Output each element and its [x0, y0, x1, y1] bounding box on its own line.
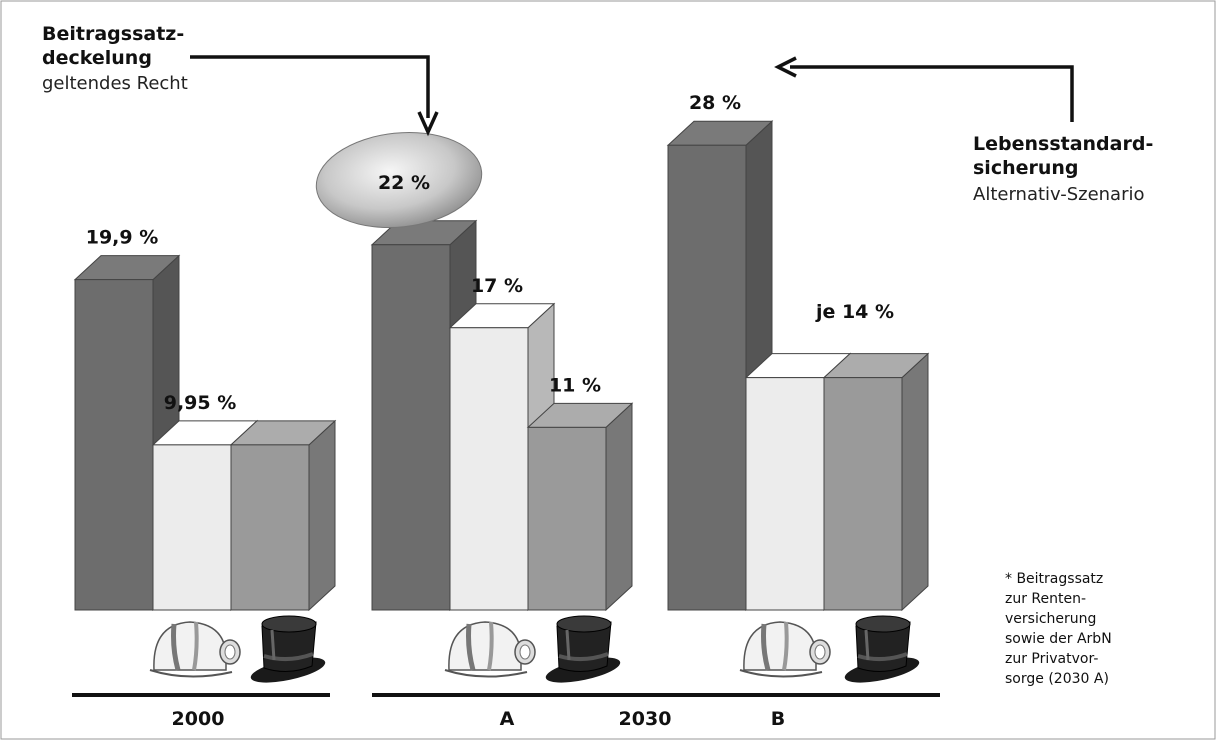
bar-value-label-highlight: 22 % — [378, 172, 430, 194]
bar-front-face — [667, 144, 747, 611]
bars-layer — [73, 120, 930, 612]
cap-arrow-line — [190, 55, 430, 118]
cap-arrow-head — [417, 111, 439, 137]
lss-arrow-line — [790, 65, 1074, 122]
bar-2030-B-employer — [822, 352, 930, 612]
bar-side-face — [605, 402, 633, 612]
bar-front-face — [449, 327, 529, 611]
x-label-2000: 2000 — [172, 708, 225, 730]
hard-hat-icon — [149, 621, 241, 678]
cap-highlight-ellipse — [315, 131, 483, 229]
bar-front-face — [371, 244, 451, 611]
x-label-scenario-b: B — [771, 708, 785, 730]
bar-value-label: 28 % — [689, 92, 741, 114]
lss-title-line1: Lebensstandard- — [973, 133, 1153, 155]
lss-subtitle: Alternativ-Szenario — [973, 184, 1145, 205]
bar-front-face — [527, 426, 607, 611]
hard-hat-icon — [739, 621, 831, 678]
footnote-line: sowie der ArbN — [1005, 631, 1112, 647]
bar-value-label: 11 % — [549, 374, 601, 396]
bar-side-face — [901, 352, 929, 612]
bar-2030-A-employer — [526, 402, 634, 612]
bar-side-face — [308, 419, 336, 612]
bar-value-label-shared: je 14 % — [815, 301, 894, 323]
bar-front-face — [152, 444, 232, 611]
value-labels-layer: 19,9 % 9,95 % 17 % 11 % 28 % 22 % je 14 % — [86, 92, 894, 414]
bar-2000-employer — [229, 419, 337, 612]
footnote: * Beitragssatz zur Renten- versicherung … — [1005, 571, 1112, 687]
bar-front-face — [74, 279, 154, 611]
cap-title-line1: Beitragssatz- — [42, 23, 184, 45]
icons-layer — [149, 615, 920, 683]
footnote-line: versicherung — [1005, 611, 1096, 627]
top-hat-icon — [545, 615, 621, 683]
lss-arrow-head — [774, 56, 797, 78]
bar-front-face — [745, 377, 825, 611]
bar-value-label: 19,9 % — [86, 227, 159, 249]
cap-subtitle: geltendes Recht — [42, 73, 188, 94]
x-label-scenario-a: A — [500, 708, 515, 730]
top-hat-icon — [250, 615, 326, 683]
bar-front-face — [230, 444, 310, 611]
top-hat-icon — [844, 615, 920, 683]
bar-value-label: 17 % — [471, 275, 523, 297]
footnote-line: zur Renten- — [1005, 591, 1086, 607]
bar-value-label: 9,95 % — [164, 392, 237, 414]
footnote-line: sorge (2030 A) — [1005, 671, 1109, 687]
x-label-2030: 2030 — [619, 708, 672, 730]
footnote-line: zur Privatvor- — [1005, 651, 1098, 667]
cap-title-line2: deckelung — [42, 47, 152, 69]
hard-hat-icon — [444, 621, 536, 678]
footnote-line: * Beitragssatz — [1005, 571, 1103, 587]
bar-front-face — [823, 377, 903, 611]
lss-title-line2: sicherung — [973, 157, 1079, 179]
